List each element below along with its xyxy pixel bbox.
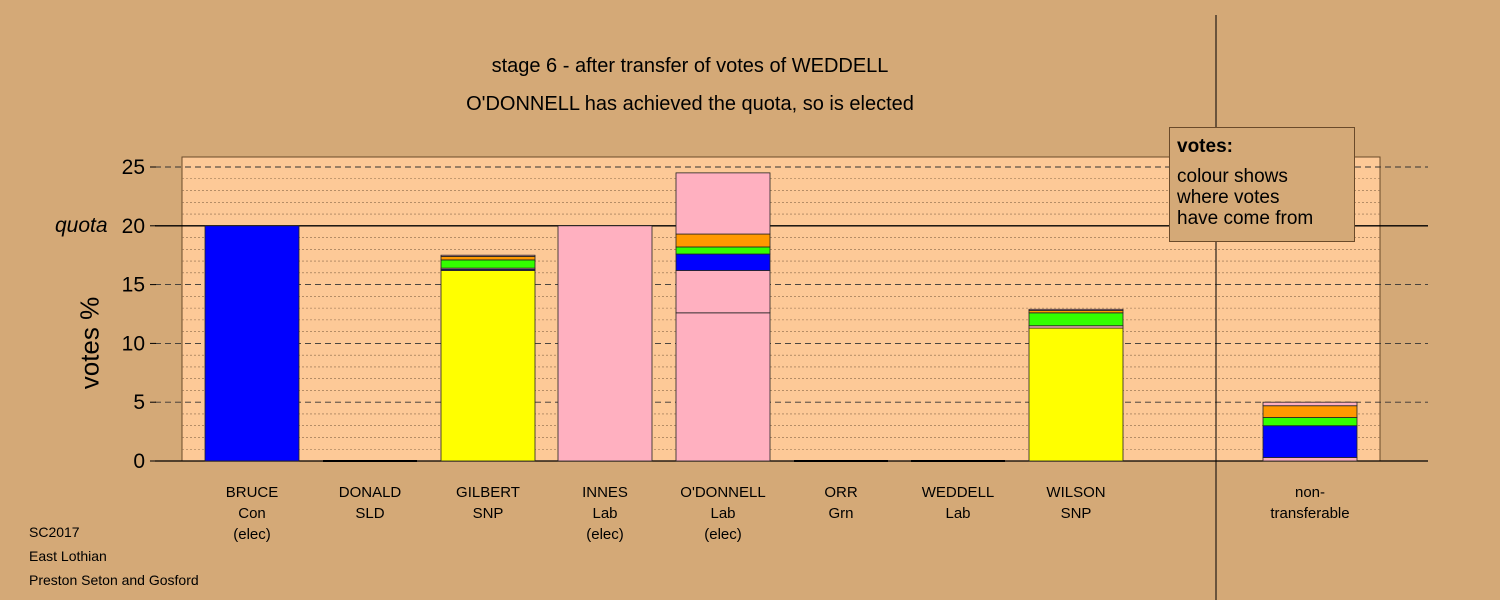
nontransferable-label-1: non-	[1294, 484, 1326, 501]
candidate-name: ORR	[824, 484, 858, 501]
y-tick-label: 20	[122, 215, 145, 238]
bar-segment	[440, 254, 536, 257]
bar-segment	[204, 225, 300, 462]
candidate-status: (elec)	[586, 526, 624, 543]
nontransferable-bar-segment	[1262, 401, 1358, 407]
y-tick-label: 15	[122, 274, 145, 297]
candidate-label: DONALD SLD	[310, 482, 430, 524]
legend-text-3: have come from	[1177, 208, 1314, 229]
nontransferable-label-2: transferable	[1270, 505, 1350, 522]
bar-segment	[1028, 312, 1124, 327]
quota-label: quota	[55, 214, 108, 237]
candidate-label: GILBERT SNP	[428, 482, 548, 524]
candidate-name: GILBERT	[456, 484, 520, 501]
bar-segment	[675, 253, 771, 271]
candidate-name: INNES	[582, 484, 628, 501]
chart-title: stage 6 - after transfer of votes of WED…	[491, 55, 889, 77]
y-tick-label: 10	[122, 332, 145, 355]
bar-segment	[675, 312, 771, 462]
legend-title: votes:	[1177, 136, 1233, 157]
candidate-party: Con	[238, 505, 266, 522]
candidate-name: DONALD	[338, 484, 402, 501]
candidate-party: SNP	[472, 505, 504, 522]
candidate-label: INNES Lab (elec)	[545, 482, 665, 545]
nontransferable-bar-segment	[1262, 405, 1358, 418]
footer-election: SC2017	[29, 524, 80, 540]
y-tick-label: 0	[133, 450, 145, 473]
candidate-party: SNP	[1060, 505, 1092, 522]
candidate-status: (elec)	[704, 526, 742, 543]
candidate-label: O'DONNELL Lab (elec)	[663, 482, 783, 545]
candidate-label: BRUCE Con (elec)	[192, 482, 312, 545]
candidate-name: WEDDELL	[921, 484, 995, 501]
y-axis-label: votes %	[74, 296, 105, 390]
chart-subtitle: O'DONNELL has achieved the quota, so is …	[466, 93, 914, 115]
candidate-party: SLD	[355, 505, 385, 522]
legend: votes: colour shows where votes have com…	[1169, 127, 1355, 242]
candidate-name: BRUCE	[225, 484, 279, 501]
legend-text-2: where votes	[1177, 187, 1280, 208]
candidate-label: WILSON SNP	[1016, 482, 1136, 524]
candidate-name: WILSON	[1046, 484, 1106, 501]
y-tick-label: 25	[122, 156, 145, 179]
legend-text-1: colour shows	[1177, 166, 1288, 187]
bar-segment	[675, 172, 771, 235]
candidate-status: (elec)	[233, 526, 271, 543]
nontransferable-label: non-transferable	[1250, 482, 1370, 524]
nontransferable-bar-segment	[1262, 425, 1358, 458]
y-tick-label: 5	[133, 391, 145, 414]
bar-segment	[1028, 327, 1124, 462]
bar-segment	[440, 270, 536, 462]
bar-segment	[557, 225, 653, 462]
candidate-label: ORR Grn	[781, 482, 901, 524]
footer-ward: Preston Seton and Gosford	[29, 572, 199, 588]
candidate-party: Lab	[710, 505, 736, 522]
bar-segment	[440, 255, 536, 261]
bar-segment	[675, 233, 771, 248]
bar-segment	[675, 246, 771, 255]
candidate-party: Grn	[828, 505, 854, 522]
bar-segment	[675, 270, 771, 314]
bar-segment	[1028, 308, 1124, 311]
candidate-party: Lab	[592, 505, 618, 522]
candidate-name: O'DONNELL	[680, 484, 766, 501]
nontransferable-bar-segment	[1262, 417, 1358, 427]
footer-council: East Lothian	[29, 548, 107, 564]
candidate-label: WEDDELL Lab	[898, 482, 1018, 524]
bar-segment	[440, 259, 536, 269]
candidate-party: Lab	[945, 505, 971, 522]
nontransferable-bar-segment	[1262, 457, 1358, 462]
